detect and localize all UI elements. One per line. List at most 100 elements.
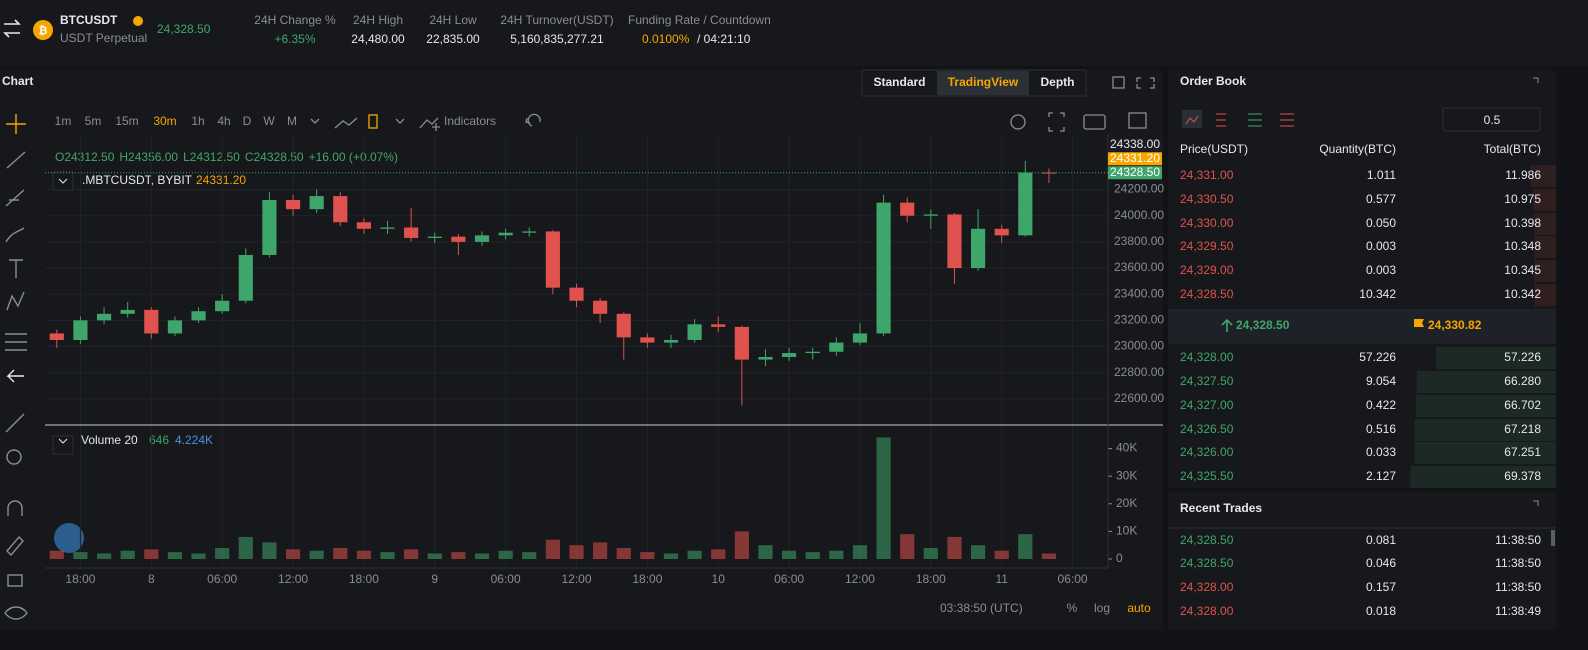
visibility-tool[interactable] bbox=[4, 606, 28, 620]
interval-button[interactable]: W bbox=[263, 114, 275, 128]
x-tick-label: 18:00 bbox=[632, 572, 662, 586]
lock-draw-tool[interactable] bbox=[6, 535, 24, 557]
candle-body bbox=[923, 214, 938, 216]
volume-bar bbox=[923, 547, 938, 559]
coin-icon bbox=[33, 20, 53, 40]
line-type-icon[interactable] bbox=[334, 117, 358, 129]
interval-button[interactable]: 1h bbox=[191, 114, 204, 128]
candle-body bbox=[900, 202, 915, 216]
volume-bar bbox=[427, 553, 442, 559]
logo-badge[interactable] bbox=[54, 523, 84, 553]
depth-bar bbox=[1416, 371, 1556, 393]
expand-icon[interactable] bbox=[1048, 112, 1065, 132]
book-split-icon[interactable] bbox=[1216, 113, 1226, 127]
volume-tick-label: 20K bbox=[1116, 496, 1137, 510]
settings-icon[interactable] bbox=[1010, 114, 1026, 130]
book-both-icon[interactable] bbox=[1182, 110, 1202, 128]
fullscreen-icon[interactable] bbox=[1136, 77, 1155, 89]
x-tick-label: 9 bbox=[431, 572, 438, 586]
dropdown-icon[interactable] bbox=[310, 118, 405, 124]
stat-label: 24H High bbox=[353, 13, 403, 27]
scale-option[interactable]: auto bbox=[1127, 601, 1151, 615]
stat-value: +6.35% bbox=[274, 32, 315, 46]
magnet-tool[interactable] bbox=[7, 500, 23, 516]
volume-bar bbox=[593, 542, 608, 559]
info-icon[interactable] bbox=[133, 16, 143, 26]
chevron bbox=[58, 438, 68, 444]
lock-tool[interactable] bbox=[7, 574, 23, 587]
interval-button[interactable]: 1m bbox=[55, 114, 72, 128]
depth-select[interactable] bbox=[1442, 107, 1541, 132]
view-switch bbox=[861, 69, 1087, 97]
mark-flag bbox=[1414, 319, 1424, 333]
text-tool[interactable] bbox=[9, 259, 23, 278]
column-header: Price(USDT) bbox=[1180, 142, 1248, 156]
x-tick-label: 10 bbox=[712, 572, 726, 586]
stat-value: 22,835.00 bbox=[426, 32, 480, 46]
depth-bar bbox=[1532, 189, 1556, 211]
book-bids-icon[interactable] bbox=[1248, 113, 1262, 127]
layout-icon[interactable] bbox=[1112, 76, 1125, 89]
indicators-icon[interactable] bbox=[419, 117, 440, 131]
panel-expand-icons[interactable] bbox=[1533, 77, 1539, 506]
ohlc-value: O24312.50 bbox=[55, 150, 115, 164]
view-button[interactable]: Standard bbox=[873, 75, 925, 89]
volume-bar bbox=[687, 550, 702, 559]
collapse-toggle[interactable] bbox=[52, 435, 74, 455]
interval-button[interactable]: M bbox=[287, 114, 297, 128]
book-price: 24,329.00 bbox=[1180, 263, 1234, 277]
save-icon[interactable] bbox=[1128, 112, 1147, 129]
zoom-tool[interactable] bbox=[6, 449, 22, 465]
prediction-tool[interactable] bbox=[5, 333, 27, 351]
candle-body bbox=[711, 324, 726, 327]
book-cell: 66.280 bbox=[1504, 374, 1541, 388]
book-price: 24,328.00 bbox=[1180, 350, 1234, 364]
interval-button[interactable]: 5m bbox=[85, 114, 102, 128]
depth-bar bbox=[1534, 260, 1556, 282]
book-cell: 67.218 bbox=[1504, 422, 1541, 436]
interval-button[interactable]: D bbox=[243, 114, 252, 128]
swap-icon[interactable] bbox=[3, 19, 21, 38]
back-tool[interactable] bbox=[6, 369, 24, 383]
scale-option[interactable]: log bbox=[1094, 601, 1110, 615]
snapshot-icon[interactable] bbox=[1083, 114, 1106, 130]
candle-body bbox=[829, 342, 844, 352]
book-asks-icon[interactable] bbox=[1280, 113, 1294, 127]
interval-button[interactable]: 30m bbox=[153, 114, 176, 128]
depth-bar bbox=[1435, 347, 1556, 369]
fib-tool[interactable] bbox=[5, 189, 25, 207]
brush-tool[interactable] bbox=[5, 227, 25, 243]
volume-bar bbox=[262, 542, 277, 559]
depth-bar bbox=[1414, 442, 1556, 464]
depth-bar bbox=[1534, 236, 1556, 258]
pattern-tool[interactable] bbox=[6, 291, 25, 311]
x-tick-label: 12:00 bbox=[278, 572, 308, 586]
interval-button[interactable]: 15m bbox=[115, 114, 138, 128]
measure-tool[interactable] bbox=[5, 413, 25, 433]
crosshair-tool[interactable] bbox=[6, 114, 26, 134]
scale-option[interactable]: % bbox=[1067, 601, 1078, 615]
book-price: 24,330.50 bbox=[1180, 192, 1234, 206]
ohlc-value: C24328.50 bbox=[245, 150, 304, 164]
book-price: 24,331.00 bbox=[1180, 168, 1234, 182]
chart-panel bbox=[0, 70, 1163, 630]
stat-value: 24,480.00 bbox=[351, 32, 405, 46]
header-bar bbox=[0, 0, 1588, 66]
candle-body bbox=[498, 232, 513, 236]
scrollbar bbox=[1551, 530, 1555, 546]
indicators-button[interactable]: Indicators bbox=[444, 114, 496, 128]
volume-bar bbox=[734, 531, 749, 559]
trendline-tool[interactable] bbox=[6, 151, 26, 169]
undo-icon[interactable] bbox=[525, 113, 541, 127]
price-tag-label: 24328.50 bbox=[1110, 165, 1160, 179]
view-button[interactable]: TradingView bbox=[948, 75, 1019, 89]
candle-body bbox=[309, 196, 324, 210]
candle-body bbox=[167, 320, 183, 334]
volume-bar bbox=[333, 547, 348, 559]
candle-type-icon[interactable] bbox=[368, 114, 378, 129]
x-tick-label: 06:00 bbox=[207, 572, 237, 586]
view-button[interactable]: Depth bbox=[1041, 75, 1075, 89]
interval-button[interactable]: 4h bbox=[217, 114, 230, 128]
y-tick-label: 23200.00 bbox=[1114, 313, 1164, 327]
